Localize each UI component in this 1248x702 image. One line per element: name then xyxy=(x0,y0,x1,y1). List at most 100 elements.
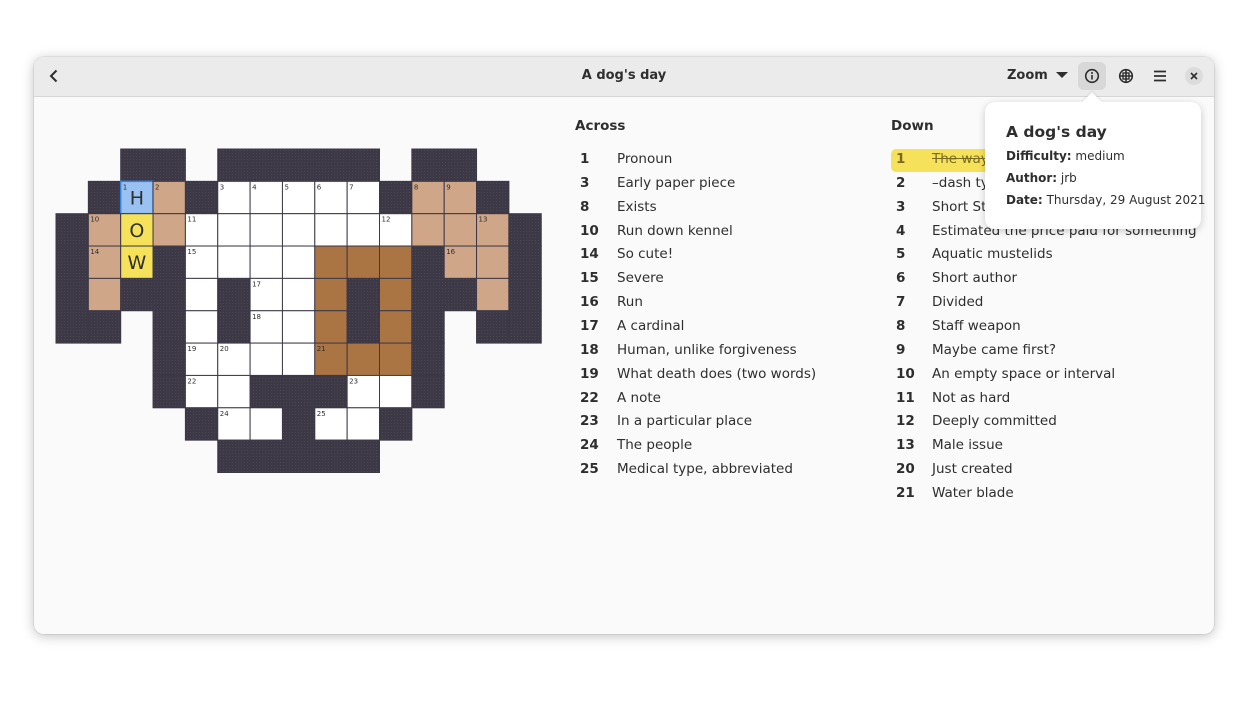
clue-text: The way xyxy=(932,151,989,167)
cell-number: 17 xyxy=(252,280,261,288)
grid-cell xyxy=(346,439,380,473)
grid-cell xyxy=(508,213,542,247)
info-button[interactable] xyxy=(1078,62,1106,90)
puzzle-button[interactable] xyxy=(1112,62,1140,90)
popover-row: Difficulty: medium xyxy=(1006,149,1125,163)
cell-number: 20 xyxy=(220,345,229,353)
cell-number: 16 xyxy=(446,248,455,256)
grid-cell xyxy=(379,342,413,376)
grid-cell xyxy=(249,148,283,182)
grid-cell xyxy=(152,374,186,409)
clue-text: Water blade xyxy=(932,484,1014,501)
grid-cell xyxy=(152,148,186,182)
clue-number: 14 xyxy=(580,246,599,263)
window-title: A dog's day xyxy=(581,68,667,83)
grid-cell xyxy=(152,213,186,247)
cell-number: 11 xyxy=(187,216,196,224)
grid-cell xyxy=(281,310,316,344)
grid-cell xyxy=(184,407,219,441)
zoom-menu[interactable]: Zoom xyxy=(1007,68,1069,83)
grid-cell xyxy=(184,180,219,215)
grid-cell xyxy=(379,310,413,344)
cell-number: 10 xyxy=(90,216,99,224)
clue-number: 7 xyxy=(896,294,906,311)
close-icon xyxy=(1185,67,1203,85)
grid-cell xyxy=(346,213,380,247)
grid-cell xyxy=(443,213,478,247)
zoom-label: Zoom xyxy=(1007,68,1048,83)
menu-icon xyxy=(1154,70,1166,82)
clue-number: 21 xyxy=(896,484,915,501)
popover-value: jrb xyxy=(1060,171,1077,185)
header-bar: A dog's day Zoom xyxy=(34,57,1214,97)
grid-cell xyxy=(152,277,186,312)
grid-cell xyxy=(476,310,510,344)
menu-button[interactable] xyxy=(1146,62,1174,90)
grid-cell xyxy=(281,148,316,182)
clue-number: 22 xyxy=(580,389,599,406)
grid-cell xyxy=(379,374,413,409)
grid-cell xyxy=(87,180,122,215)
grid-cell xyxy=(508,245,542,279)
grid-cell xyxy=(249,213,283,247)
clue-text: An empty space or interval xyxy=(932,365,1116,382)
grid-cell xyxy=(411,310,445,344)
grid-cell xyxy=(217,245,251,279)
cell-letter: H xyxy=(130,188,144,210)
clue-text: Exists xyxy=(617,198,657,215)
grid-cell xyxy=(346,245,380,279)
clue-text: A cardinal xyxy=(617,317,685,334)
grid-cell xyxy=(152,180,186,215)
grid-cell xyxy=(411,277,445,312)
grid-cell xyxy=(314,439,348,473)
clue-number: 5 xyxy=(896,246,906,263)
grid-cell xyxy=(314,277,348,312)
popover-label: Author: xyxy=(1006,171,1058,185)
grid-cell xyxy=(379,407,413,441)
clue-number: 15 xyxy=(580,270,599,287)
clue-number: 1 xyxy=(896,151,906,167)
grid-cell xyxy=(508,310,542,344)
grid-cell xyxy=(281,374,316,409)
grid-cell xyxy=(281,439,316,473)
clue-text: In a particular place xyxy=(617,413,752,430)
clue-number: 8 xyxy=(580,198,590,215)
clue-text: Severe xyxy=(617,270,664,287)
grid-cell xyxy=(314,310,348,344)
clue-number: 1 xyxy=(580,151,590,167)
clue-number: 20 xyxy=(896,461,915,478)
grid-cell xyxy=(411,180,445,215)
back-button[interactable] xyxy=(40,62,68,90)
grid-cell xyxy=(249,342,283,376)
cell-number: 9 xyxy=(446,183,450,191)
clue-text: Aquatic mustelids xyxy=(932,246,1053,263)
clue-number: 3 xyxy=(896,198,906,215)
clue-text: Just created xyxy=(932,461,1013,478)
grid-cell xyxy=(217,277,251,312)
close-button[interactable] xyxy=(1180,62,1208,90)
grid-cell xyxy=(476,245,510,279)
grid-cell xyxy=(120,277,154,312)
grid-cell xyxy=(184,277,219,312)
cell-number: 22 xyxy=(187,377,196,385)
clue-text: Medical type, abbreviated xyxy=(617,461,793,478)
clue-text: What death does (two words) xyxy=(617,365,817,382)
grid-cell xyxy=(249,374,283,409)
grid-cell xyxy=(314,374,348,409)
clue-text: Staff weapon xyxy=(932,317,1021,334)
cell-number: 21 xyxy=(317,345,326,353)
clue-number: 8 xyxy=(896,317,906,334)
cell-letter: O xyxy=(129,220,144,242)
grid-cell xyxy=(217,148,251,182)
popover-value: Thursday, 29 August 2021 xyxy=(1046,193,1206,207)
clue-number: 13 xyxy=(896,437,915,454)
clue-number: 18 xyxy=(580,341,599,358)
grid-cell xyxy=(379,245,413,279)
grid-cell xyxy=(379,277,413,312)
grid-cell xyxy=(249,245,283,279)
grid-cell xyxy=(411,374,445,409)
grid-cell xyxy=(184,245,219,279)
clue-text: Run xyxy=(617,294,643,311)
cell-number: 6 xyxy=(317,183,322,191)
cell-number: 4 xyxy=(252,183,257,191)
